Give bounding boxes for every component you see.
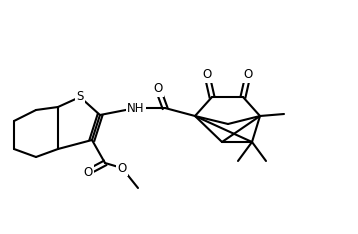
Text: O: O (117, 161, 127, 175)
Text: O: O (153, 83, 163, 95)
Text: NH: NH (127, 102, 145, 114)
Text: S: S (76, 91, 84, 103)
Text: O: O (202, 69, 212, 81)
Text: O: O (243, 69, 253, 81)
Text: O: O (83, 165, 93, 179)
